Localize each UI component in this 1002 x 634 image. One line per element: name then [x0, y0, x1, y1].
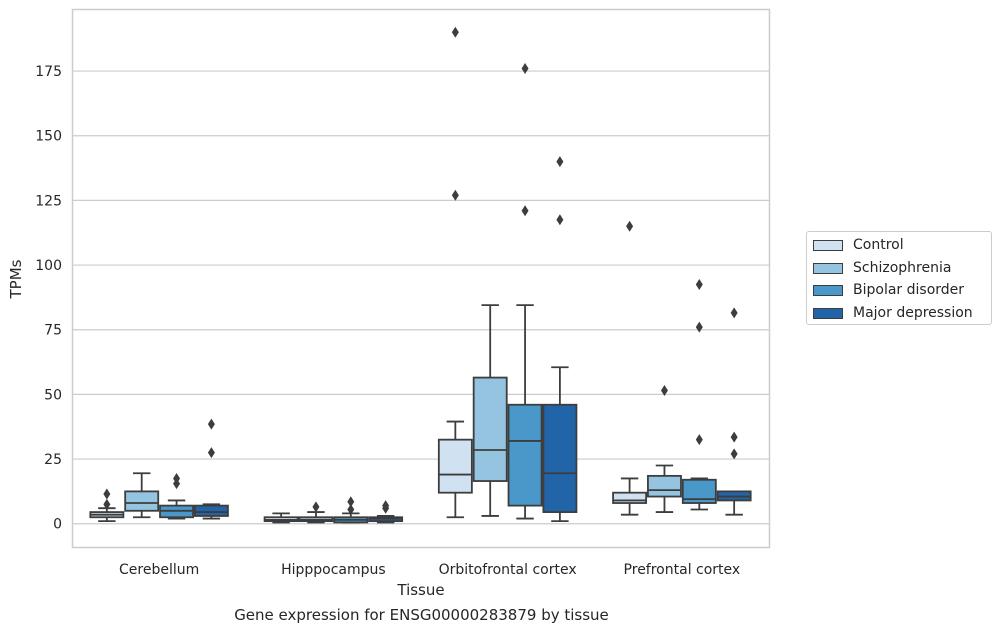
- y-tick-label-25: 25: [44, 452, 62, 468]
- box-bipolar-disorder-orbitofrontal-cortex-iqr: [507, 403, 543, 507]
- legend-swatch-control: [813, 239, 843, 251]
- legend-label-schizophrenia: Schizophrenia: [853, 260, 952, 276]
- y-tick-label-150: 150: [35, 129, 62, 145]
- y-tick-label-75: 75: [44, 323, 62, 339]
- box-control-orbitofrontal-cortex-iqr: [437, 438, 473, 494]
- y-tick-label-175: 175: [35, 64, 62, 80]
- box-control-orbitofrontal-cortex: [437, 26, 473, 519]
- gridlines: [72, 70, 769, 525]
- x-tick-label-prefrontal-cortex: Prefrontal cortex: [624, 562, 741, 578]
- y-tick-label-50: 50: [44, 387, 62, 403]
- legend: Control Schizophrenia Bipolar disorder M…: [806, 231, 992, 325]
- x-axis-label: Tissue: [396, 581, 444, 599]
- box-schizophrenia-cerebellum-iqr: [124, 490, 160, 512]
- box-major-depression-prefrontal-cortex-outlier-0: [730, 448, 738, 460]
- box-control-orbitofrontal-cortex-outlier-0: [451, 189, 459, 201]
- legend-swatch-bipolar-disorder: [813, 284, 843, 296]
- box-major-depression-cerebellum: [193, 418, 229, 520]
- box-bipolar-disorder-prefrontal-cortex-iqr: [681, 478, 717, 504]
- box-major-depression-orbitofrontal-cortex: [542, 156, 578, 523]
- legend-swatch-schizophrenia: [813, 262, 843, 274]
- box-major-depression-prefrontal-cortex-outlier-1: [730, 431, 738, 443]
- x-tick-label-hipppocampus: Hipppocampus: [281, 562, 386, 578]
- legend-item-major-depression: Major depression: [813, 303, 973, 323]
- box-bipolar-disorder-prefrontal-cortex-outlier-2: [695, 278, 703, 290]
- box-major-depression-orbitofrontal-cortex-outlier-1: [556, 156, 564, 168]
- legend-item-schizophrenia: Schizophrenia: [813, 258, 951, 278]
- box-bipolar-disorder-prefrontal-cortex-outlier-0: [695, 434, 703, 446]
- box-major-depression-cerebellum-outlier-0: [207, 447, 215, 459]
- boxes: [89, 26, 752, 524]
- box-bipolar-disorder-prefrontal-cortex-outlier-1: [695, 321, 703, 333]
- legend-swatch-major-depression: [813, 307, 843, 319]
- box-bipolar-disorder-orbitofrontal-cortex-outlier-1: [521, 62, 529, 74]
- chart-caption: Gene expression for ENSG00000283879 by t…: [234, 606, 609, 624]
- box-schizophrenia-hipppocampus: [298, 501, 334, 524]
- plot-area-frame: [71, 8, 771, 549]
- box-bipolar-disorder-orbitofrontal-cortex-outlier-0: [521, 205, 529, 217]
- box-major-depression-cerebellum-iqr: [193, 504, 229, 517]
- box-schizophrenia-hipppocampus-outlier-0: [312, 501, 320, 513]
- box-schizophrenia-orbitofrontal-cortex-iqr: [472, 376, 508, 482]
- x-axis-ticks: Cerebellum Hipppocampus Orbitofrontal cort…: [119, 562, 740, 578]
- box-bipolar-disorder-prefrontal-cortex: [681, 278, 717, 511]
- legend-label-bipolar-disorder: Bipolar disorder: [853, 282, 965, 298]
- y-axis-ticks: 0 25 50 75 100 125 150 175: [35, 64, 62, 533]
- box-major-depression-cerebellum-outlier-1: [207, 418, 215, 430]
- y-axis-label: TPMs: [7, 259, 25, 299]
- x-tick-label-orbitofrontal-cortex: Orbitofrontal cortex: [439, 562, 577, 578]
- box-major-depression-orbitofrontal-cortex-outlier-0: [556, 214, 564, 226]
- box-control-prefrontal-cortex-iqr: [612, 491, 648, 504]
- y-tick-label-125: 125: [35, 193, 62, 209]
- box-schizophrenia-cerebellum: [124, 472, 160, 519]
- box-schizophrenia-prefrontal-cortex-outlier-0: [660, 385, 668, 397]
- box-control-orbitofrontal-cortex-outlier-1: [451, 26, 459, 38]
- box-bipolar-disorder-hipppocampus-outlier-1: [347, 496, 355, 508]
- box-control-prefrontal-cortex-outlier-0: [626, 220, 634, 232]
- box-major-depression-prefrontal-cortex-outlier-2: [730, 307, 738, 319]
- box-bipolar-disorder-hipppocampus-outlier-0: [347, 503, 355, 515]
- box-control-prefrontal-cortex: [612, 220, 648, 516]
- box-bipolar-disorder-cerebellum-outlier-1: [173, 472, 181, 484]
- legend-item-bipolar-disorder: Bipolar disorder: [813, 280, 964, 300]
- y-tick-label-0: 0: [53, 517, 62, 533]
- box-control-cerebellum-outlier-0: [103, 498, 111, 510]
- box-bipolar-disorder-hipppocampus: [333, 496, 369, 524]
- legend-label-control: Control: [853, 237, 904, 253]
- box-control-cerebellum: [89, 488, 125, 523]
- x-tick-label-cerebellum: Cerebellum: [119, 562, 199, 578]
- box-major-depression-hipppocampus-outlier-1: [382, 500, 390, 512]
- box-control-hipppocampus: [263, 512, 299, 524]
- box-schizophrenia-prefrontal-cortex: [647, 385, 682, 513]
- box-control-cerebellum-outlier-1: [103, 488, 111, 500]
- box-major-depression-hipppocampus: [368, 500, 404, 524]
- box-schizophrenia-prefrontal-cortex-iqr: [647, 474, 682, 498]
- legend-item-control: Control: [813, 235, 904, 255]
- legend-label-major-depression: Major depression: [853, 305, 973, 321]
- box-major-depression-prefrontal-cortex: [716, 307, 752, 516]
- y-tick-label-100: 100: [35, 258, 62, 274]
- box-schizophrenia-orbitofrontal-cortex: [472, 304, 508, 517]
- box-bipolar-disorder-orbitofrontal-cortex: [507, 62, 543, 520]
- box-major-depression-orbitofrontal-cortex-iqr: [542, 403, 578, 513]
- box-bipolar-disorder-cerebellum: [159, 472, 194, 520]
